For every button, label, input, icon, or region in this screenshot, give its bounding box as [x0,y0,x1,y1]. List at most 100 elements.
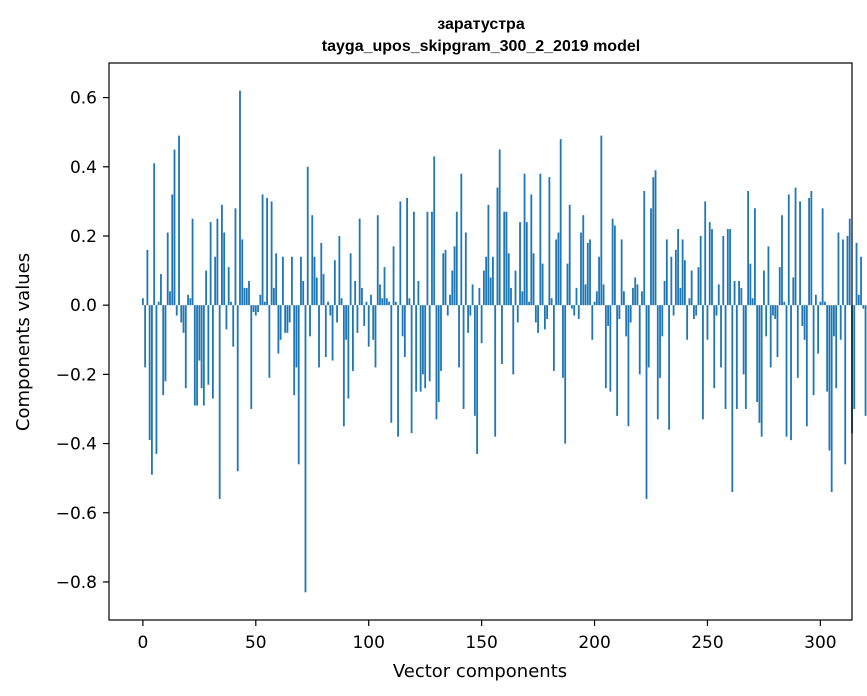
bar [293,305,296,396]
bar [424,305,427,389]
bar [848,218,851,306]
bar [510,287,512,306]
bar [329,305,332,316]
bar [683,260,686,306]
bar [573,305,576,316]
bar [659,305,661,378]
bar [383,267,386,306]
bar [824,301,826,306]
bar [304,305,307,593]
bar [200,305,203,389]
bar [774,305,777,320]
chart-subtitle: tayga_upos_skipgram_300_2_2019 model [322,38,640,55]
bar [693,305,695,320]
bar [153,163,156,306]
bar [286,305,289,333]
bar [218,305,221,499]
bar [160,274,162,306]
bar [562,305,564,378]
bar [406,197,409,306]
bar [598,256,600,306]
bar [318,305,320,368]
bar [295,305,298,368]
bar [523,173,526,306]
bar [519,222,521,306]
y-tick-label: −0.6 [56,504,97,524]
bar [309,305,311,337]
bar [446,305,449,316]
bar [661,305,664,337]
bar [232,305,235,347]
bar [805,305,808,427]
bar [175,305,178,316]
bar [833,305,835,337]
bar [148,305,151,441]
bar [747,191,750,306]
bar [428,305,431,382]
bar [342,305,345,427]
bar [790,305,792,441]
bar [803,305,806,340]
bar [672,305,675,316]
bar [557,232,560,306]
bar [288,305,291,323]
bar [239,90,241,306]
bar [681,239,684,306]
bar [568,204,571,306]
bar [525,222,528,306]
bar [234,208,237,306]
bar [541,263,544,306]
bar [751,298,754,306]
bar [379,284,381,306]
bar [422,305,424,375]
bar [679,287,682,306]
bar [205,270,208,306]
bar [268,305,271,378]
bar [155,305,158,454]
bar [808,197,810,306]
bar [322,274,325,306]
bar [467,305,469,333]
bar [828,305,831,451]
bar [690,270,693,306]
bar [862,305,865,309]
bar [765,305,768,337]
bar [221,204,223,306]
bar [146,249,149,306]
bar [837,232,840,306]
bar [327,301,329,306]
x-tick-label: 100 [352,633,384,653]
bar [817,305,820,354]
bar [388,301,390,306]
x-tick-label: 300 [804,633,836,653]
bar [489,277,492,306]
bar [302,280,305,306]
chart-title: заратустра [437,16,525,33]
bar [272,287,275,306]
bar [580,232,582,306]
bar [211,305,214,399]
bar [336,305,338,323]
bar [636,284,639,306]
bar [769,305,772,368]
bar [586,242,589,306]
bar [638,305,641,375]
y-tick-label: 0.2 [70,227,97,247]
bar [478,287,481,306]
x-tick-label: 150 [465,633,497,653]
bar [577,305,580,320]
bar [819,301,822,306]
x-tick-label: 250 [691,633,723,653]
bar [347,305,350,399]
bar [223,232,226,306]
bar [654,170,657,306]
bar [799,201,801,306]
bar [363,305,366,326]
bar [539,173,542,306]
bar [281,256,284,306]
bar [209,222,212,306]
bar [412,211,415,306]
bar [528,301,530,306]
bar [650,208,652,306]
x-tick-label: 0 [137,633,148,653]
